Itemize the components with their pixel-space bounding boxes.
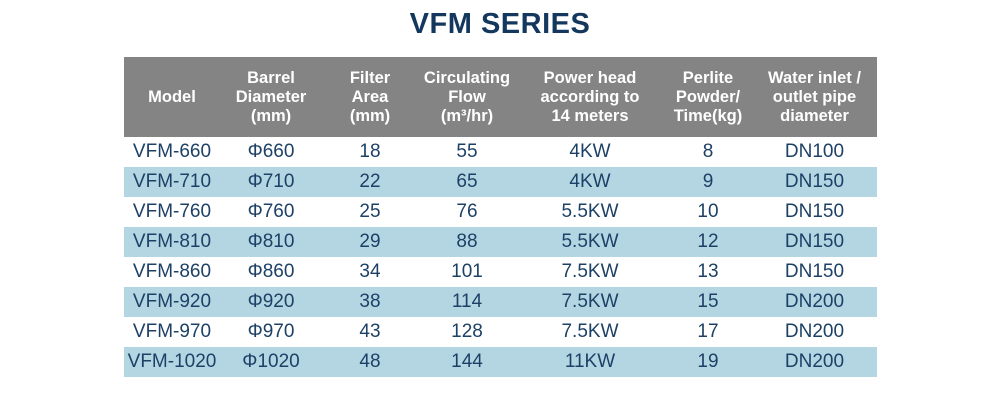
cell-filter-area: 22 (359, 171, 381, 192)
cell-barrel-diameter: Φ810 (247, 231, 295, 252)
cell-perlite-powder: 12 (697, 231, 719, 252)
cell-filter-area: 25 (359, 201, 381, 222)
cell-perlite-powder: 10 (697, 201, 719, 222)
cell-power-head: 7.5KW (561, 261, 619, 282)
cell-power-head: 4KW (569, 141, 611, 162)
cell-power-head: 11KW (564, 351, 616, 372)
cell-filter-area: 34 (359, 261, 381, 282)
table-row: VFM-760 Φ760 25 76 5.5KW 10 DN150 (124, 197, 877, 227)
cell-pipe-diameter: DN150 (784, 231, 845, 252)
cell-circulating-flow: 144 (451, 351, 483, 372)
cell-filter-area: 38 (359, 291, 381, 312)
column-header-pipe-diameter: Water inlet / outlet pipe diameter (768, 68, 861, 125)
cell-filter-area: 48 (359, 351, 381, 372)
cell-barrel-diameter: Φ970 (247, 321, 295, 342)
cell-model: VFM-810 (132, 231, 212, 252)
cell-pipe-diameter: DN200 (784, 351, 845, 372)
table-row: VFM-1020 Φ1020 48 144 11KW 19 DN200 (124, 347, 877, 377)
cell-power-head: 5.5KW (561, 201, 619, 222)
cell-model: VFM-970 (132, 321, 212, 342)
cell-perlite-powder: 9 (702, 171, 714, 192)
cell-circulating-flow: 128 (451, 321, 483, 342)
table-row: VFM-710 Φ710 22 65 4KW 9 DN150 (124, 167, 877, 197)
cell-perlite-powder: 17 (697, 321, 719, 342)
cell-circulating-flow: 55 (456, 141, 478, 162)
table-body: VFM-660 Φ660 18 55 4KW 8 DN100 VFM-710 Φ… (124, 137, 877, 377)
cell-barrel-diameter: Φ860 (247, 261, 295, 282)
table-header-row: Model Barrel Diameter (mm) Filter Area (… (124, 57, 877, 137)
column-header-filter-area: Filter Area (mm) (349, 68, 391, 125)
column-header-power-head: Power head according to 14 meters (540, 68, 640, 125)
cell-power-head: 7.5KW (561, 321, 619, 342)
page-title: VFM SERIES (409, 8, 591, 40)
cell-model: VFM-860 (132, 261, 212, 282)
cell-circulating-flow: 76 (456, 201, 478, 222)
column-header-circulating-flow: Circulating Flow (m³/hr) (423, 68, 511, 125)
cell-barrel-diameter: Φ1020 (242, 351, 300, 372)
cell-perlite-powder: 13 (697, 261, 719, 282)
column-header-model: Model (148, 87, 196, 106)
cell-model: VFM-710 (132, 171, 212, 192)
cell-filter-area: 18 (359, 141, 381, 162)
table-row: VFM-920 Φ920 38 114 7.5KW 15 DN200 (124, 287, 877, 317)
cell-pipe-diameter: DN100 (784, 141, 845, 162)
cell-barrel-diameter: Φ760 (247, 201, 295, 222)
cell-model: VFM-760 (132, 201, 212, 222)
column-header-barrel-diameter: Barrel Diameter (mm) (235, 68, 307, 125)
cell-model: VFM-920 (132, 291, 212, 312)
cell-perlite-powder: 15 (697, 291, 719, 312)
cell-perlite-powder: 8 (702, 141, 714, 162)
cell-circulating-flow: 88 (456, 231, 478, 252)
cell-pipe-diameter: DN200 (784, 321, 845, 342)
cell-pipe-diameter: DN200 (784, 291, 845, 312)
cell-circulating-flow: 65 (456, 171, 478, 192)
vfm-series-table: Model Barrel Diameter (mm) Filter Area (… (124, 57, 877, 377)
cell-model: VFM-660 (132, 141, 212, 162)
column-header-perlite-powder: Perlite Powder/ Time(kg) (673, 68, 743, 125)
cell-barrel-diameter: Φ710 (247, 171, 295, 192)
cell-pipe-diameter: DN150 (784, 201, 845, 222)
table-row: VFM-860 Φ860 34 101 7.5KW 13 DN150 (124, 257, 877, 287)
cell-circulating-flow: 114 (451, 291, 483, 312)
cell-model: VFM-1020 (127, 351, 217, 372)
cell-power-head: 7.5KW (561, 291, 619, 312)
table-row: VFM-970 Φ970 43 128 7.5KW 17 DN200 (124, 317, 877, 347)
table-row: VFM-660 Φ660 18 55 4KW 8 DN100 (124, 137, 877, 167)
cell-perlite-powder: 19 (697, 351, 719, 372)
cell-filter-area: 29 (359, 231, 381, 252)
table-row: VFM-810 Φ810 29 88 5.5KW 12 DN150 (124, 227, 877, 257)
cell-power-head: 4KW (569, 171, 611, 192)
cell-power-head: 5.5KW (561, 231, 619, 252)
cell-barrel-diameter: Φ660 (247, 141, 295, 162)
cell-barrel-diameter: Φ920 (247, 291, 295, 312)
cell-filter-area: 43 (359, 321, 381, 342)
cell-circulating-flow: 101 (451, 261, 483, 282)
cell-pipe-diameter: DN150 (784, 171, 845, 192)
cell-pipe-diameter: DN150 (784, 261, 845, 282)
